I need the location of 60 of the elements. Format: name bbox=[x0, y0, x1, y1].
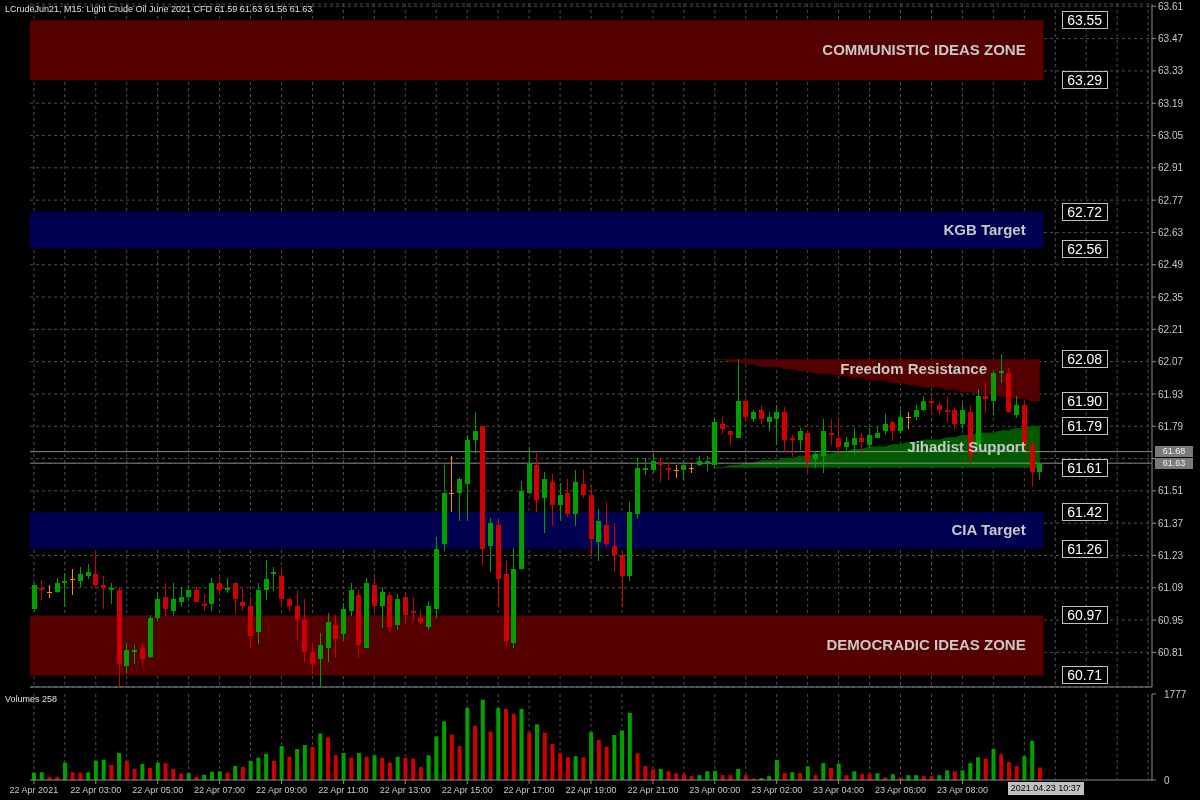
annotation: 62.56 bbox=[1061, 239, 1108, 258]
chart-title: Volumes 258 bbox=[5, 694, 58, 705]
y-tick-label: 0 bbox=[1164, 774, 1170, 786]
y-tick-label: 63.47 bbox=[1158, 33, 1184, 45]
y-tick-label: 60.95 bbox=[1158, 614, 1184, 626]
y-tick-label: 61.93 bbox=[1158, 388, 1184, 400]
ref-line-label: 61.63 bbox=[1155, 457, 1193, 469]
annotation: 61.61 bbox=[1061, 458, 1108, 477]
y-tick-label: 61.09 bbox=[1158, 582, 1184, 594]
chart-title: LCrudeJun21, M15: Light Crude Oil June 2021 CFD 61.59 61.63 61.56 61.63 bbox=[5, 4, 313, 15]
y-tick-label: 62.35 bbox=[1158, 291, 1184, 303]
band-label: CIA Target bbox=[951, 521, 1026, 540]
x-tick-label: 22 Apr 11:00 bbox=[318, 785, 369, 795]
x-tick-label: 22 Apr 21:00 bbox=[627, 785, 679, 795]
x-tick-label: 22 Apr 2021 bbox=[9, 785, 59, 795]
annotation: 61.79 bbox=[1061, 417, 1108, 436]
y-tick-label: 1777 bbox=[1164, 688, 1187, 700]
annotation: 61.90 bbox=[1061, 391, 1108, 410]
x-tick-label: 22 Apr 19:00 bbox=[565, 785, 617, 795]
y-tick-label: 62.77 bbox=[1158, 194, 1184, 206]
x-tick-label: 22 Apr 03:00 bbox=[70, 785, 122, 795]
annotation: 62.08 bbox=[1061, 350, 1108, 369]
x-tick-label: 22 Apr 17:00 bbox=[503, 785, 555, 795]
annotation: 63.55 bbox=[1061, 11, 1108, 30]
y-tick-label: 63.33 bbox=[1158, 65, 1184, 77]
y-tick-label: 63.19 bbox=[1158, 97, 1184, 109]
x-tick-label: 23 Apr 08:00 bbox=[936, 785, 988, 795]
y-tick-label: 62.91 bbox=[1158, 162, 1184, 174]
band-label: COMMUNISTIC IDEAS ZONE bbox=[822, 41, 1026, 60]
x-tick-label: 22 Apr 07:00 bbox=[194, 785, 246, 795]
band-label: DEMOCRADIC IDEAS ZONE bbox=[826, 636, 1026, 655]
x-tick-label: 22 Apr 13:00 bbox=[379, 785, 431, 795]
annotation: 61.42 bbox=[1061, 502, 1108, 521]
y-tick-label: 61.51 bbox=[1158, 485, 1184, 497]
y-tick-label: 61.37 bbox=[1158, 517, 1184, 529]
x-tick-label: 23 Apr 00:00 bbox=[689, 785, 741, 795]
annotation: 62.72 bbox=[1061, 202, 1108, 221]
x-tick-label: 23 Apr 06:00 bbox=[874, 785, 927, 795]
x-tick-label: 22 Apr 05:00 bbox=[132, 785, 184, 795]
x-tick-label: 22 Apr 09:00 bbox=[255, 785, 308, 795]
y-tick-label: 62.07 bbox=[1158, 356, 1184, 368]
band-label: KGB Target bbox=[943, 221, 1026, 240]
y-tick-label: 62.21 bbox=[1158, 323, 1184, 335]
y-tick-label: 62.49 bbox=[1158, 259, 1184, 271]
annotation: 61.26 bbox=[1061, 539, 1108, 558]
y-tick-label: 61.23 bbox=[1158, 550, 1184, 562]
annotation: 60.71 bbox=[1061, 666, 1108, 685]
x-tick-label: 23 Apr 04:00 bbox=[813, 785, 865, 795]
ref-line-label: 61.68 bbox=[1155, 446, 1193, 458]
y-tick-label: 61.79 bbox=[1158, 420, 1184, 432]
x-tick-label: 22 Apr 15:00 bbox=[441, 785, 493, 795]
y-tick-label: 60.81 bbox=[1158, 646, 1184, 658]
y-tick-label: 63.05 bbox=[1158, 130, 1184, 142]
text: 2021.04.23 10:37 bbox=[1007, 782, 1084, 795]
annotation: Freedom Resistance bbox=[840, 360, 987, 379]
x-tick-label: 23 Apr 02:00 bbox=[751, 785, 803, 795]
annotation: 60.97 bbox=[1061, 606, 1108, 625]
y-tick-label: 63.61 bbox=[1158, 0, 1184, 12]
y-tick-label: 62.63 bbox=[1158, 226, 1184, 238]
annotation: 63.29 bbox=[1061, 71, 1108, 90]
